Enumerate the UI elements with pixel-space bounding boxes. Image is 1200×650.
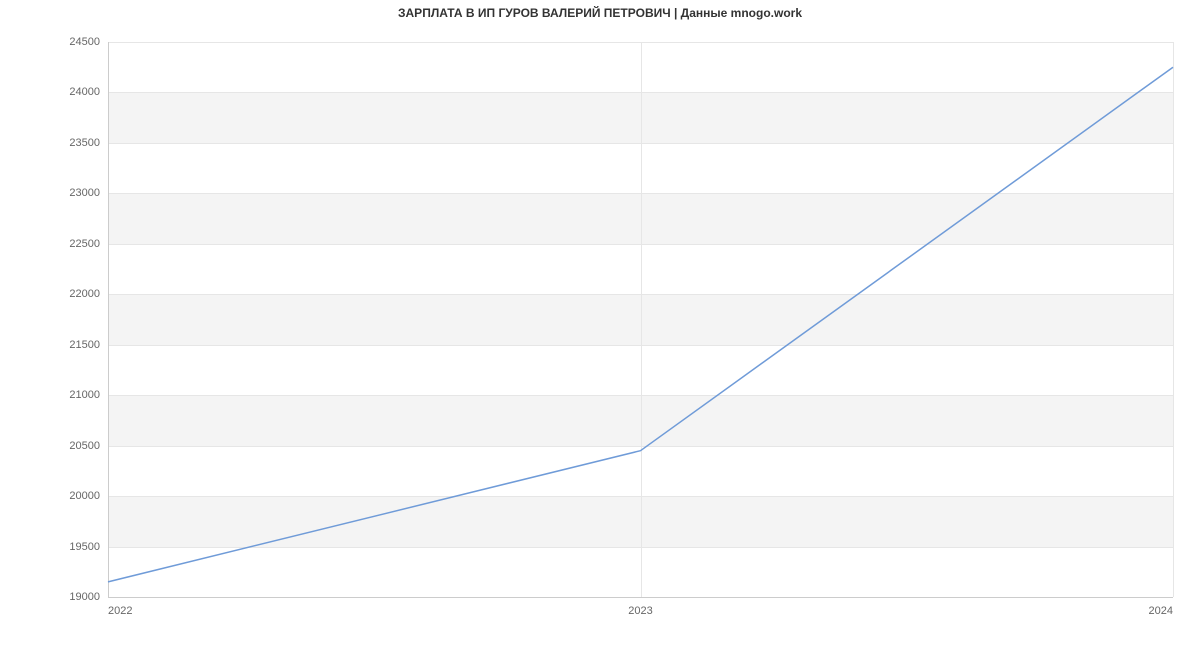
line-layer	[108, 42, 1173, 597]
y-tick-label: 24500	[69, 36, 108, 48]
y-tick-label: 20500	[69, 440, 108, 452]
y-tick-label: 19000	[69, 591, 108, 603]
y-tick-label: 24000	[69, 86, 108, 98]
y-tick-label: 21000	[69, 389, 108, 401]
x-axis-line	[108, 597, 1173, 598]
y-tick-label: 23000	[69, 187, 108, 199]
salary-chart: ЗАРПЛАТА В ИП ГУРОВ ВАЛЕРИЙ ПЕТРОВИЧ | Д…	[0, 0, 1200, 650]
series-line-salary	[108, 67, 1173, 582]
plot-area: 1900019500200002050021000215002200022500…	[108, 42, 1173, 597]
x-tick-label: 2022	[108, 597, 132, 617]
y-tick-label: 19500	[69, 541, 108, 553]
x-tick-label: 2024	[1149, 597, 1173, 617]
y-tick-label: 22500	[69, 238, 108, 250]
y-tick-label: 22000	[69, 288, 108, 300]
y-tick-label: 20000	[69, 490, 108, 502]
y-tick-label: 21500	[69, 339, 108, 351]
y-tick-label: 23500	[69, 137, 108, 149]
chart-title: ЗАРПЛАТА В ИП ГУРОВ ВАЛЕРИЙ ПЕТРОВИЧ | Д…	[0, 6, 1200, 20]
x-tick-label: 2023	[628, 597, 652, 617]
x-grid-line	[1173, 42, 1174, 597]
